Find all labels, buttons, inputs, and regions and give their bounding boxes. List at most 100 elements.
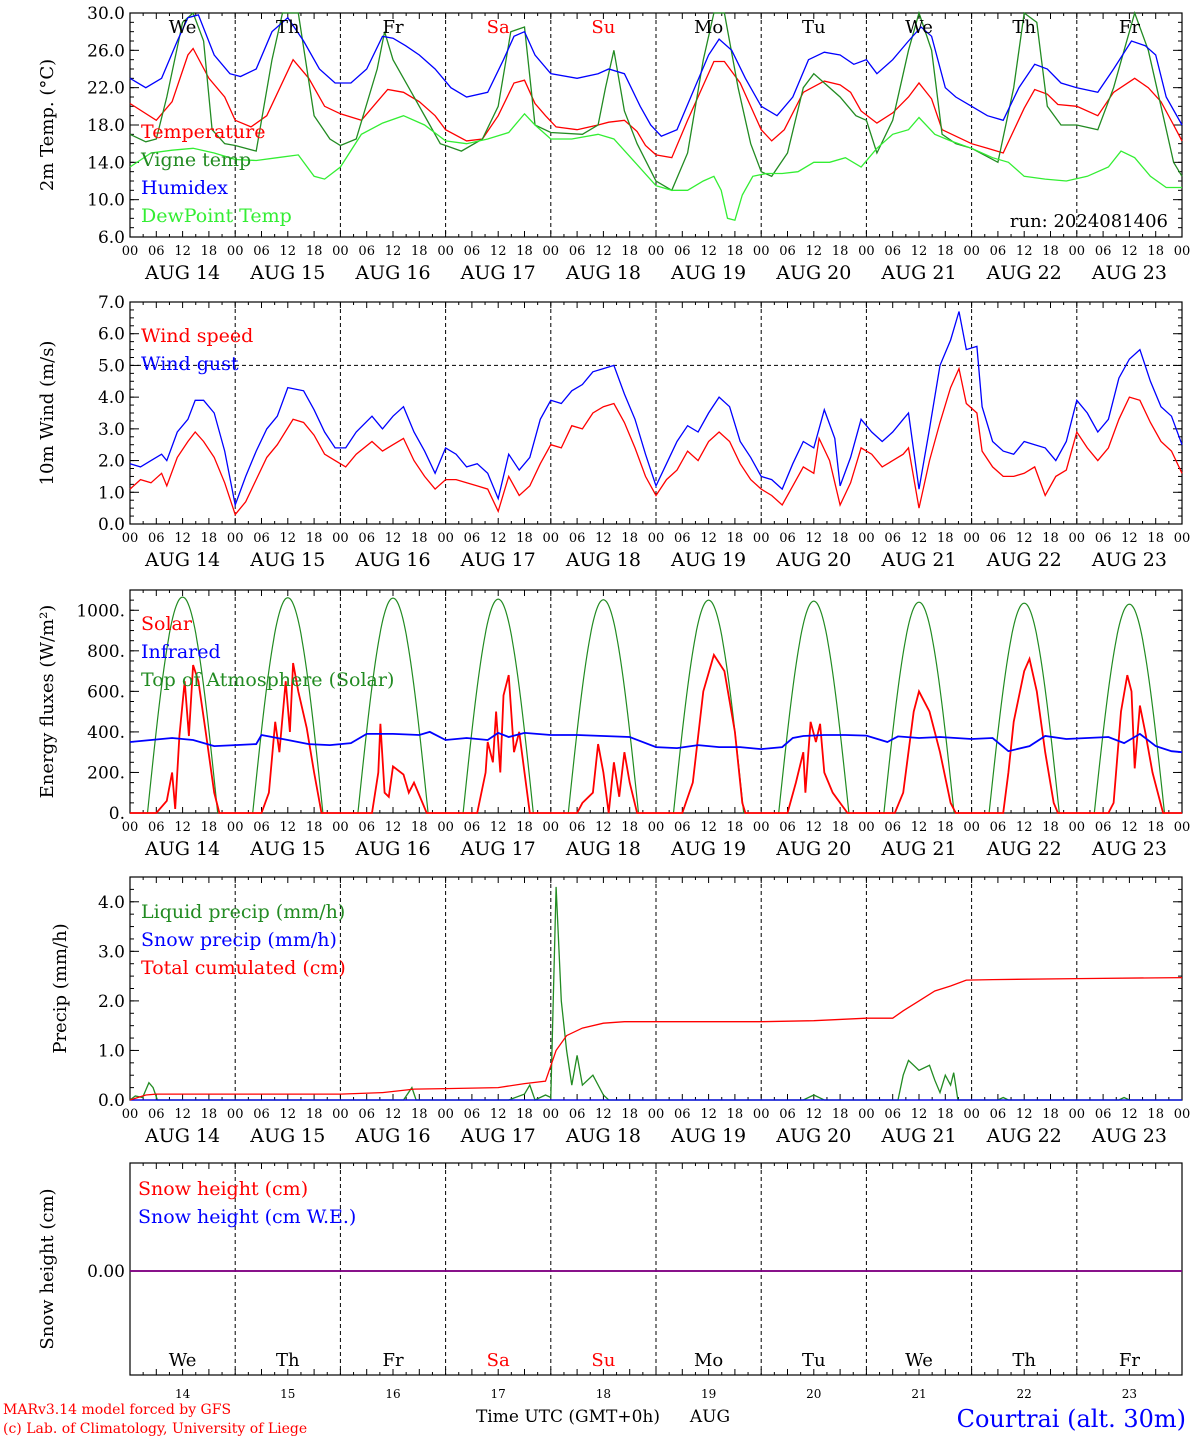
y-tick-label: 1.0 <box>98 1041 125 1061</box>
date-label: AUG 16 <box>354 549 430 571</box>
hour-tick-label: 12 <box>595 820 612 835</box>
day-name: Th <box>1012 17 1036 38</box>
date-label: AUG 16 <box>354 838 430 860</box>
hour-tick-label: 12 <box>595 1107 612 1122</box>
day-number: 14 <box>175 1387 191 1401</box>
legend-entry: Top of Atmosphere (Solar) <box>141 669 394 691</box>
day-name: We <box>169 17 197 38</box>
hour-tick-label: 06 <box>674 531 691 546</box>
hour-tick-label: 06 <box>779 1107 796 1122</box>
hour-tick-label: 06 <box>1095 244 1112 259</box>
hour-tick-label: 00 <box>858 244 875 259</box>
time-axis-label: Time UTC (GMT+0h) <box>476 1407 660 1427</box>
date-label: AUG 16 <box>354 1125 430 1147</box>
day-name: We <box>169 1350 197 1371</box>
hour-tick-label: 18 <box>937 1107 954 1122</box>
y-tick-label: 1.0 <box>98 483 125 503</box>
panels: 6.0 10.0 14.0 18.0 22.0 26.0 30.0 2m Temp. (°C)… <box>37 4 1190 1401</box>
day-number: 18 <box>596 1387 611 1401</box>
hour-tick-label: 00 <box>332 820 349 835</box>
day-name: Th <box>276 17 300 38</box>
hour-tick-label: 18 <box>1147 531 1164 546</box>
hour-tick-label: 00 <box>648 244 665 259</box>
day-name: Tu <box>802 17 826 38</box>
series-vigne-temp <box>129 10 1183 192</box>
hour-tick-label: 06 <box>779 244 796 259</box>
hour-tick-label: 18 <box>937 244 954 259</box>
hour-tick-label: 06 <box>990 1107 1007 1122</box>
y-tick-label: 4.0 <box>98 893 125 913</box>
y-axis-label: Precip (mm/h) <box>50 923 71 1053</box>
date-label: AUG 17 <box>460 262 536 284</box>
hour-tick-label: 18 <box>201 244 218 259</box>
legend-entry: Total cumulated (cm) <box>141 957 346 979</box>
day-name: Fr <box>382 1350 403 1371</box>
y-axis-label: Energy fluxes (W/m²) <box>37 605 58 799</box>
copyright: (c) Lab. of Climatology, University of L… <box>3 1421 307 1437</box>
hour-tick-label: 00 <box>227 1107 244 1122</box>
hour-tick-label: 00 <box>1174 1107 1191 1122</box>
hour-tick-label: 06 <box>884 531 901 546</box>
hour-tick-label: 18 <box>621 531 638 546</box>
series-toa-solar <box>672 599 745 814</box>
day-number: 21 <box>911 1387 926 1401</box>
hour-tick-label: 12 <box>490 820 507 835</box>
date-label: AUG 19 <box>670 838 746 860</box>
series-infrared <box>129 730 1183 754</box>
hour-tick-label: 18 <box>306 820 323 835</box>
y-axis-label: 2m Temp. (°C) <box>37 59 58 191</box>
station-label: Courtrai (alt. 30m) <box>957 1405 1186 1433</box>
hour-tick-label: 12 <box>174 1107 191 1122</box>
hour-tick-label: 06 <box>148 1107 165 1122</box>
day-name: Fr <box>382 17 403 38</box>
hour-tick-label: 06 <box>464 1107 481 1122</box>
hour-tick-label: 12 <box>1121 820 1138 835</box>
day-name: Th <box>276 1350 300 1371</box>
hour-tick-label: 12 <box>806 1107 823 1122</box>
hour-tick-label: 00 <box>963 1107 980 1122</box>
hour-tick-label: 00 <box>227 244 244 259</box>
legend-entry: Wind gust <box>141 353 239 375</box>
hour-tick-label: 18 <box>727 244 744 259</box>
date-label: AUG 14 <box>144 262 220 284</box>
hour-tick-label: 18 <box>516 820 533 835</box>
model-credit: MARv3.14 model forced by GFS <box>3 1402 231 1418</box>
hour-tick-label: 18 <box>1147 1107 1164 1122</box>
hour-tick-label: 00 <box>332 531 349 546</box>
hour-tick-label: 12 <box>700 820 717 835</box>
day-name: Th <box>1012 1350 1036 1371</box>
date-label: AUG 21 <box>880 1125 956 1147</box>
y-tick-label: 3.0 <box>98 942 125 962</box>
hour-tick-label: 00 <box>227 820 244 835</box>
series-toa-solar <box>567 599 640 814</box>
hour-tick-label: 00 <box>227 531 244 546</box>
panel-4: 0.0 1.0 2.0 3.0 4.0 Precip (mm/h) Liquid preci… <box>50 876 1191 1147</box>
hour-tick-label: 00 <box>753 820 770 835</box>
y-tick-label: 4.0 <box>98 388 125 408</box>
day-name: We <box>905 17 933 38</box>
legend-entry: Liquid precip (mm/h) <box>141 901 345 923</box>
hour-tick-label: 12 <box>700 531 717 546</box>
day-name: Sa <box>487 1350 510 1371</box>
hour-tick-label: 18 <box>306 531 323 546</box>
series-toa-solar <box>146 596 219 814</box>
hour-tick-label: 18 <box>832 531 849 546</box>
series-solar <box>130 652 1182 814</box>
hour-tick-label: 18 <box>621 1107 638 1122</box>
hour-tick-label: 06 <box>358 531 375 546</box>
date-label: AUG 18 <box>565 838 641 860</box>
date-label: AUG 15 <box>249 838 325 860</box>
date-label: AUG 17 <box>460 1125 536 1147</box>
series-toa-solar <box>462 598 534 814</box>
panel-2: 0.0 1.0 2.0 3.0 4.0 5.0 6.0 7.0 10m Wind (m/s) Wi… <box>37 293 1190 571</box>
series-dewpoint-temp <box>129 112 1182 221</box>
hour-tick-label: 18 <box>1042 1107 1059 1122</box>
y-tick-label: 7.0 <box>98 293 125 313</box>
month-label: AUG <box>689 1407 730 1427</box>
day-number: 19 <box>701 1387 716 1401</box>
day-name: Sa <box>487 17 510 38</box>
y-tick-label: 600. <box>87 682 125 702</box>
hour-tick-label: 06 <box>990 531 1007 546</box>
hour-tick-label: 18 <box>201 531 218 546</box>
